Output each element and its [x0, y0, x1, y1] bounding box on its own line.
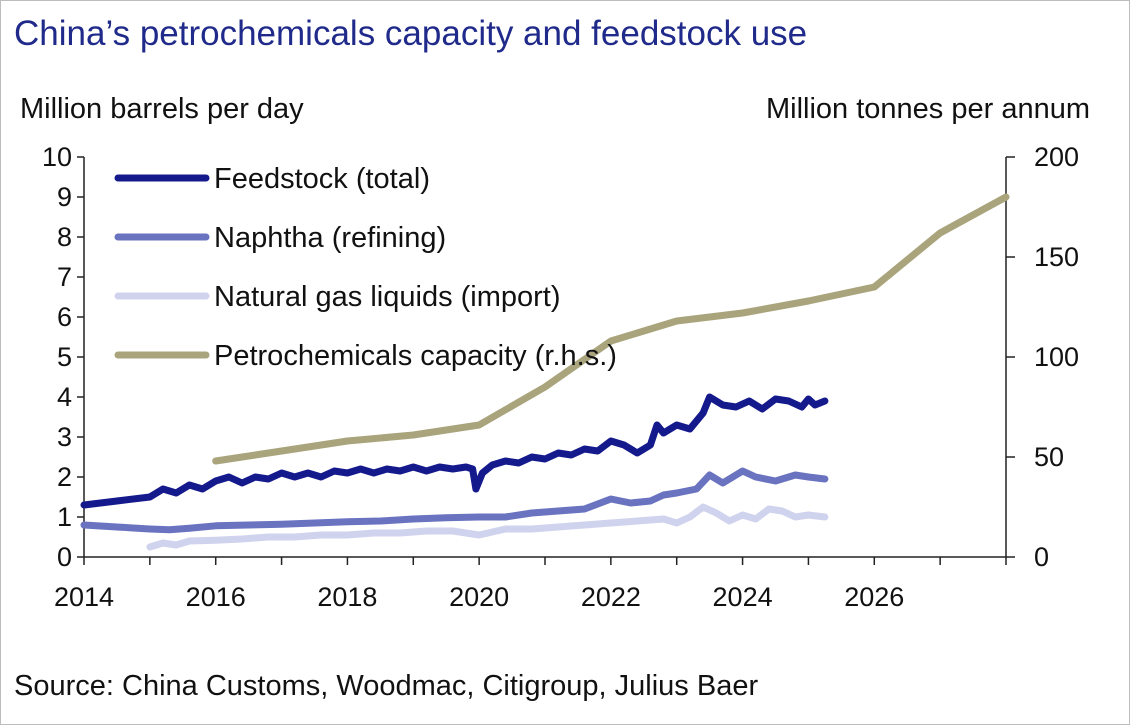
- legend-label-0: Feedstock (total): [214, 163, 430, 195]
- x-tick-label: 2026: [844, 582, 904, 612]
- y-tick-label: 3: [57, 422, 72, 452]
- series-line-0: [80, 393, 829, 509]
- y-tick-label: 6: [57, 302, 72, 332]
- y2-tick-label: 200: [1034, 142, 1079, 172]
- x-tick-label: 2024: [713, 582, 773, 612]
- x-tick-label: 2014: [54, 582, 114, 612]
- chart-title: China’s petrochemicals capacity and feed…: [14, 14, 808, 53]
- x-tick-label: 2020: [449, 582, 509, 612]
- y-tick-label: 8: [57, 222, 72, 252]
- y-tick-label: 2: [57, 462, 72, 492]
- y2-tick-label: 50: [1034, 442, 1064, 472]
- left-axis-label: Million barrels per day: [20, 93, 304, 125]
- y-tick-label: 10: [42, 142, 72, 172]
- y2-tick-label: 0: [1034, 542, 1049, 572]
- y-tick-label: 1: [57, 502, 72, 532]
- series-line-3: [212, 193, 1010, 465]
- legend-label-1: Naphtha (refining): [214, 222, 446, 254]
- source-note: Source: China Customs, Woodmac, Citigrou…: [14, 670, 759, 702]
- y2-tick-label: 100: [1034, 342, 1079, 372]
- y-tick-label: 9: [57, 182, 72, 212]
- right-axis-label: Million tonnes per annum: [765, 93, 1090, 125]
- series-line-2: [146, 503, 829, 551]
- y-tick-label: 5: [57, 342, 72, 372]
- x-tick-label: 2016: [186, 582, 246, 612]
- y-tick-label: 0: [57, 542, 72, 572]
- x-tick-label: 2022: [581, 582, 641, 612]
- y-tick-label: 4: [57, 382, 72, 412]
- y-tick-label: 7: [57, 262, 72, 292]
- y2-tick-label: 150: [1034, 242, 1079, 272]
- legend-label-2: Natural gas liquids (import): [214, 281, 561, 313]
- series-line-1: [80, 467, 829, 534]
- x-tick-label: 2018: [317, 582, 377, 612]
- legend-label-3: Petrochemicals capacity (r.h.s.): [214, 340, 617, 372]
